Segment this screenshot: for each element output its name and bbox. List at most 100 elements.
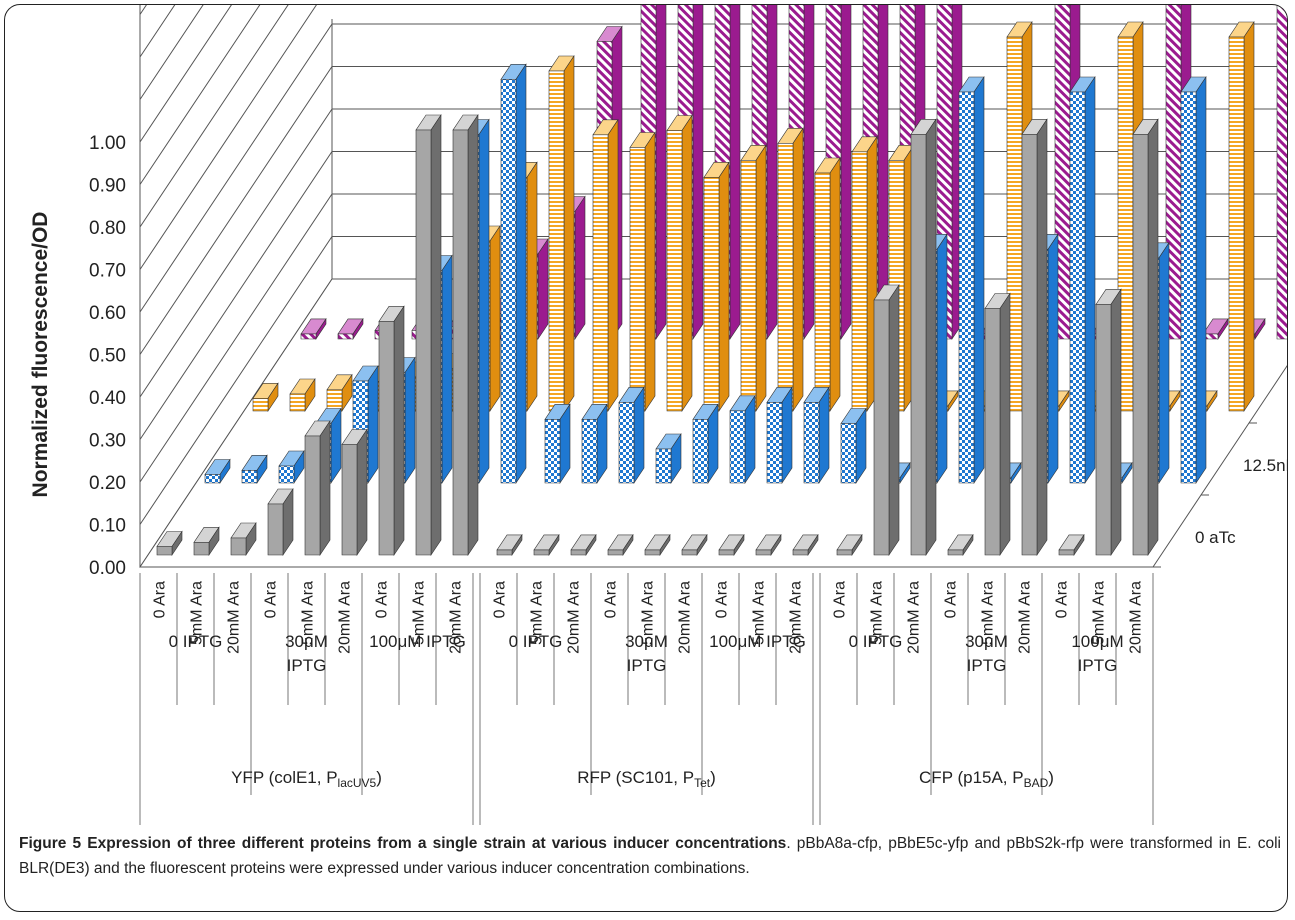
bar-side	[563, 55, 575, 412]
bar-gray-0-3	[267, 488, 294, 556]
x-ara-label: 20mM Ara	[448, 581, 465, 654]
bar-gray-1-4	[644, 533, 671, 556]
bar-orange-2-8	[1228, 21, 1255, 412]
bar-front	[300, 333, 317, 340]
bar-blue-2-8	[1180, 76, 1207, 484]
bar-front	[666, 130, 683, 412]
y-tick-label: 0.30	[89, 431, 126, 452]
bar-blue-1-3	[655, 433, 682, 484]
bar-gray-1-8	[792, 533, 819, 556]
bar-front	[681, 549, 698, 556]
bar-side	[574, 195, 586, 340]
bar-side	[489, 225, 501, 412]
bar-front	[267, 503, 284, 556]
bar-side	[755, 144, 767, 412]
bar-front	[1069, 91, 1086, 484]
bar-side	[888, 284, 900, 556]
bar-orange-1-4	[740, 144, 767, 412]
depth-label: 12.5nM aTc	[1243, 456, 1288, 475]
bar-side	[718, 161, 730, 412]
bar-orange-1-3	[703, 161, 730, 412]
bar-front	[1228, 36, 1245, 412]
y-tick-label: 0.90	[89, 176, 126, 197]
bar-side	[840, 5, 852, 340]
y-tick-label: 0.60	[89, 303, 126, 324]
bar-front	[629, 147, 646, 412]
x-iptg-label: 100μM IPTG	[369, 632, 466, 651]
bar-gray-0-6	[378, 305, 405, 556]
bar-front	[984, 308, 1001, 556]
x-ara-label: 5mM Ara	[1091, 581, 1108, 645]
bar-blue-0-2	[278, 450, 305, 484]
bar-front	[607, 549, 624, 556]
bar-purple-2-8	[1276, 5, 1287, 340]
x-ara-label: 0 Ara	[492, 581, 509, 618]
figure-caption: Figure 5 Expression of three different p…	[19, 831, 1281, 881]
y-tick-label: 1.00	[89, 133, 126, 154]
bar-front	[947, 549, 964, 556]
bar-side	[1158, 241, 1170, 484]
y-tick-label: 0.80	[89, 218, 126, 239]
bar-blue-1-7	[803, 386, 830, 484]
bar-side	[1243, 21, 1255, 412]
x-iptg-label: 30μM IPTG	[965, 632, 1008, 675]
x-iptg-label: 30μM IPTG	[625, 632, 668, 675]
bar-blue-1-8	[840, 407, 867, 484]
bar-front	[1058, 549, 1075, 556]
chart-axes: 0.00 0.10 0.20 0.30 0.40 0.50 0.60 0.70 0.80 0.90…	[29, 133, 1288, 825]
bar-side	[1036, 118, 1048, 556]
bar-front	[500, 79, 517, 484]
bar-gray-1-3	[607, 533, 634, 556]
bar-front	[592, 134, 609, 412]
bar-side	[430, 114, 442, 556]
bar-front	[814, 172, 831, 412]
bar-orange-0-0	[252, 382, 279, 412]
x-iptg-label: 0 IPTG	[169, 632, 223, 651]
bar-front	[452, 129, 469, 556]
bar-gray-1-2	[570, 533, 597, 556]
bar-gray-2-2	[910, 118, 937, 556]
bar-side	[467, 114, 479, 556]
bar-gray-2-4	[984, 292, 1011, 556]
bar-front	[337, 333, 354, 340]
bar-front	[230, 537, 247, 556]
bar-front	[289, 393, 306, 412]
bar-front	[618, 401, 635, 484]
bar-blue-1-6	[766, 386, 793, 484]
bar-orange-1-2	[666, 114, 693, 412]
y-tick-label: 0.00	[89, 558, 126, 579]
x-ara-label: 20mM Ara	[1017, 581, 1034, 654]
bar-blue-1-1	[581, 403, 608, 484]
gridline	[139, 5, 232, 143]
bar-orange-1-5	[777, 127, 804, 412]
bar-front	[570, 549, 587, 556]
bar-side	[766, 5, 778, 340]
bar-side	[744, 394, 756, 484]
x-ara-label: 5mM Ara	[189, 581, 206, 645]
bar-side	[925, 118, 937, 556]
bar-front	[156, 546, 173, 556]
caption-text: . pBbA8a-cfp, pBbE5c-yfp and pBbS2k-rfp …	[19, 835, 1282, 877]
bar-front	[840, 423, 857, 484]
bar-side	[803, 5, 815, 340]
bar-front	[958, 91, 975, 484]
gridline	[139, 5, 289, 228]
x-ara-label: 0 Ara	[714, 581, 731, 618]
bar-gray-1-6	[718, 533, 745, 556]
bar-front	[873, 299, 890, 556]
bar-gray-1-7	[755, 533, 782, 556]
bar-gray-2-5	[1021, 118, 1048, 556]
gridline	[139, 5, 147, 15]
x-ara-label: 5mM Ara	[751, 581, 768, 645]
bar-front	[803, 401, 820, 484]
bar-side	[818, 386, 830, 484]
bar-side	[1147, 118, 1159, 556]
y-tick-label: 0.40	[89, 388, 126, 409]
bar-front	[777, 143, 794, 412]
bar-gray-0-8	[452, 114, 479, 556]
x-ara-label: 0 Ara	[832, 581, 849, 618]
bar-front	[1132, 134, 1149, 556]
bar-gray-0-0	[156, 530, 183, 556]
bar-purple-2-6	[1202, 317, 1229, 340]
bar-orange-0-2	[326, 373, 353, 412]
